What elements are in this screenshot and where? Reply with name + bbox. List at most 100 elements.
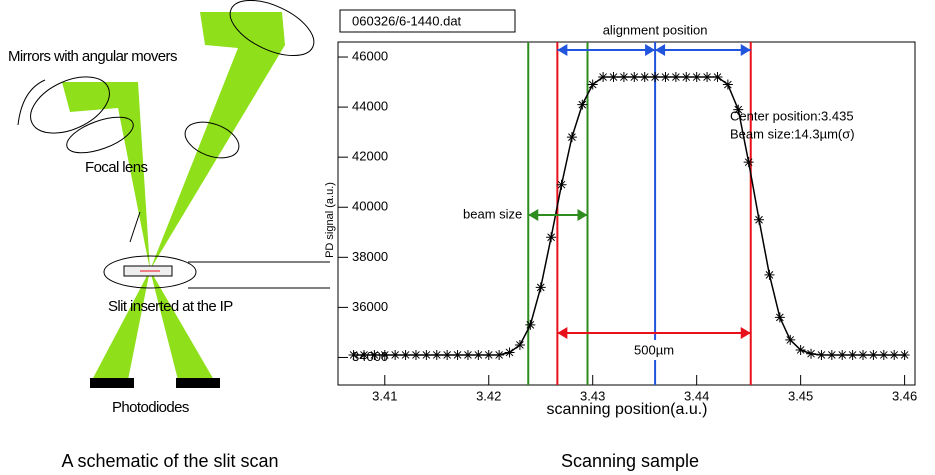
mirror (30, 76, 110, 134)
data-point (722, 79, 733, 90)
data-point (889, 349, 900, 360)
file-box (339, 9, 516, 33)
data-point (483, 349, 494, 360)
data-point (369, 349, 380, 360)
data-point (650, 72, 661, 83)
data-point (431, 349, 442, 360)
beam (62, 82, 150, 270)
label-bg (618, 340, 691, 360)
data-point (598, 72, 609, 83)
label: Photodiodes (112, 399, 189, 416)
data-point (400, 349, 411, 360)
lens (66, 116, 134, 154)
data-point (754, 214, 765, 225)
data-point (712, 72, 723, 83)
y-tick-label: 36000 (352, 299, 388, 314)
schematic: Mirrors with angular movers Focal lens S… (8, 0, 330, 471)
annotation: alignment position (603, 22, 708, 37)
data-point (379, 349, 390, 360)
data-point (358, 349, 369, 360)
data-point (587, 79, 598, 90)
data-point (899, 349, 910, 360)
arrow (129, 211, 141, 243)
data-point (691, 72, 702, 83)
x-tick-label: 3.43 (580, 388, 605, 403)
data-point (494, 349, 505, 360)
beam (92, 270, 150, 380)
y-tick-label: 44000 (352, 99, 388, 114)
data-point (774, 312, 785, 323)
x-tick-label: 3.45 (788, 388, 813, 403)
y-tick-label: 42000 (352, 149, 388, 164)
data-point (473, 349, 484, 360)
label: Focal lens (85, 159, 147, 176)
caption: Scanning sample (561, 451, 699, 471)
x-tick-label: 3.44 (684, 388, 709, 403)
data-point (348, 349, 359, 360)
data-point (847, 349, 858, 360)
data-point (733, 104, 744, 115)
data-point (837, 349, 848, 360)
photodiode (90, 378, 134, 388)
arrow-head (655, 44, 751, 56)
data-point (535, 282, 546, 293)
x-tick-label: 3.41 (372, 388, 397, 403)
data-point (410, 349, 421, 360)
data-point (702, 72, 713, 83)
y-axis-label: PD signal (a.u.) (324, 182, 336, 258)
data-point (826, 349, 837, 360)
beam (150, 270, 214, 380)
data-point (629, 72, 640, 83)
data-point (764, 269, 775, 280)
data-point (878, 349, 889, 360)
annotation: beam size (463, 206, 522, 221)
data-point (785, 334, 796, 345)
data-point (452, 349, 463, 360)
file-label: 060326/6-1440.dat (352, 13, 462, 28)
data-point (743, 157, 754, 168)
beam (150, 12, 285, 270)
data-point (566, 132, 577, 143)
y-tick-label: 40000 (352, 199, 388, 214)
label: Slit inserted at the IP (108, 298, 233, 315)
data-point (608, 72, 619, 83)
note: Beam size:14.3µm(σ) (730, 126, 855, 141)
label: Mirrors with angular movers (8, 48, 177, 65)
data-point (546, 232, 557, 243)
data-point (670, 72, 681, 83)
data-point (795, 344, 806, 355)
x-tick-label: 3.42 (476, 388, 501, 403)
data-point (556, 179, 567, 190)
data-point (816, 349, 827, 360)
y-tick-label: 46000 (352, 48, 388, 63)
arrow (17, 79, 46, 126)
data-point (577, 99, 588, 110)
lens (184, 121, 240, 159)
data-point (421, 349, 432, 360)
mirror (229, 0, 315, 57)
data-point (390, 349, 401, 360)
y-tick-label: 38000 (352, 249, 388, 264)
data-point (618, 72, 629, 83)
data-point (504, 347, 515, 358)
data-point (868, 349, 879, 360)
note: Center position:3.435 (730, 108, 854, 123)
caption: A schematic of the slit scan (61, 451, 278, 471)
annotation: 500µm (634, 342, 674, 357)
data-point (858, 349, 869, 360)
data-point (681, 72, 692, 83)
arrow-head (557, 44, 656, 56)
x-axis-label: scanning position(a.u.) (547, 401, 708, 418)
photodiode (176, 378, 220, 388)
slit-region (103, 255, 197, 289)
plot-frame (337, 41, 916, 386)
data-point (525, 319, 536, 330)
data-point (660, 72, 671, 83)
data-point (462, 349, 473, 360)
data-point (639, 72, 650, 83)
x-tick-label: 3.46 (892, 388, 917, 403)
data-point (806, 348, 817, 359)
data-point (514, 339, 525, 350)
zoom-lines (188, 261, 330, 289)
